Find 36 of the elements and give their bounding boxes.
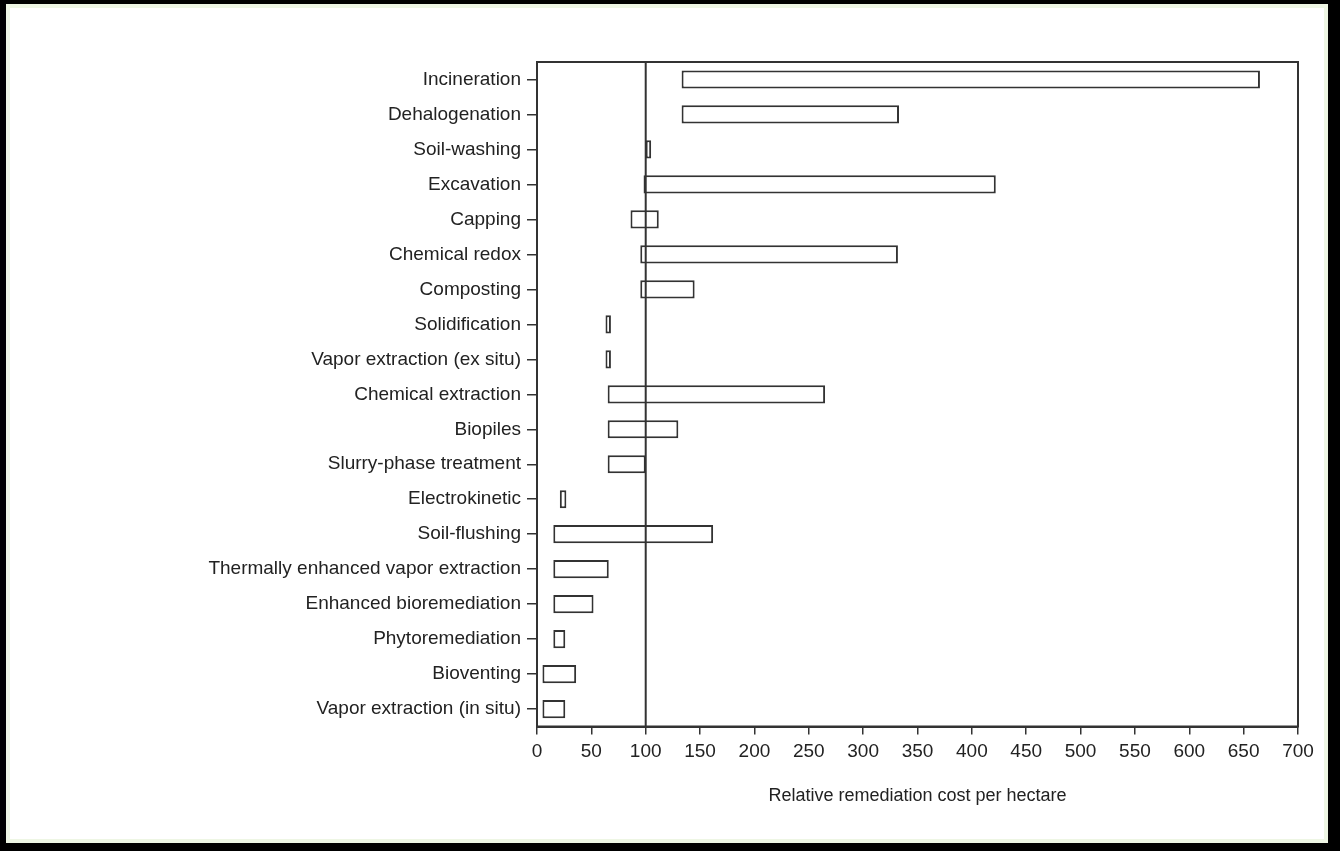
x-tick-label: 450	[1010, 740, 1043, 762]
y-tick-label: Soil-washing	[413, 137, 521, 159]
x-tick-label: 350	[901, 740, 934, 762]
y-tick-label: Composting	[419, 277, 521, 299]
y-tick-label: Enhanced bioremediation	[305, 592, 521, 614]
y-tick-label: Chemical extraction	[354, 382, 521, 404]
frame: Relative remediation cost per hectare 0 50 100 150 200 250 300 350 400 450 500 550 600 650 700 Incineration Dehalogenation Soil-washing Excavation Capping Chemical redox Composting Solidification Vapor extraction (ex situ) Chemical extraction Biopiles Slurry-phase treatment Electrokinetic Soil-flushing Thermally enhanced vapor extraction Enhanced bioremediation Phytoremediation Bioventing Vapor extraction (in situ)	[6, 4, 1328, 843]
y-tick-label: Thermally enhanced vapor extraction	[208, 557, 521, 579]
x-tick-label: 600	[1173, 740, 1206, 762]
y-tick-label: Excavation	[428, 172, 521, 194]
y-tick-label: Dehalogenation	[387, 102, 521, 124]
x-tick-label: 650	[1227, 740, 1260, 762]
y-tick-label: Soil-flushing	[417, 522, 521, 544]
y-tick-label: Biopiles	[454, 417, 521, 439]
x-tick-label: 550	[1119, 740, 1151, 762]
x-tick-label: 200	[738, 740, 771, 762]
y-tick-label: Slurry-phase treatment	[327, 452, 522, 474]
x-axis-title: Relative remediation cost per hectare	[768, 785, 1067, 806]
x-tick-label: 100	[629, 740, 662, 762]
y-tick-label: Phytoremediation	[373, 627, 521, 649]
x-tick-label: 50	[580, 740, 602, 762]
x-tick-label: 250	[792, 740, 825, 762]
x-tick-label: 150	[684, 740, 716, 762]
y-tick-label: Chemical redox	[389, 242, 522, 264]
y-tick-label: Capping	[450, 207, 521, 229]
y-tick-label: Bioventing	[432, 662, 521, 684]
x-tick-label: 700	[1282, 740, 1314, 762]
y-tick-label: Electrokinetic	[408, 487, 521, 509]
x-tick-label: 500	[1064, 740, 1097, 762]
x-tick-label: 400	[956, 740, 988, 762]
y-tick-label: Incineration	[422, 67, 521, 89]
x-tick-label: 300	[847, 740, 879, 762]
y-tick-label: Vapor extraction (in situ)	[316, 697, 521, 719]
x-tick-label: 0	[531, 740, 543, 762]
y-tick-label: Vapor extraction (ex situ)	[311, 347, 521, 369]
y-tick-label: Solidification	[414, 312, 521, 334]
